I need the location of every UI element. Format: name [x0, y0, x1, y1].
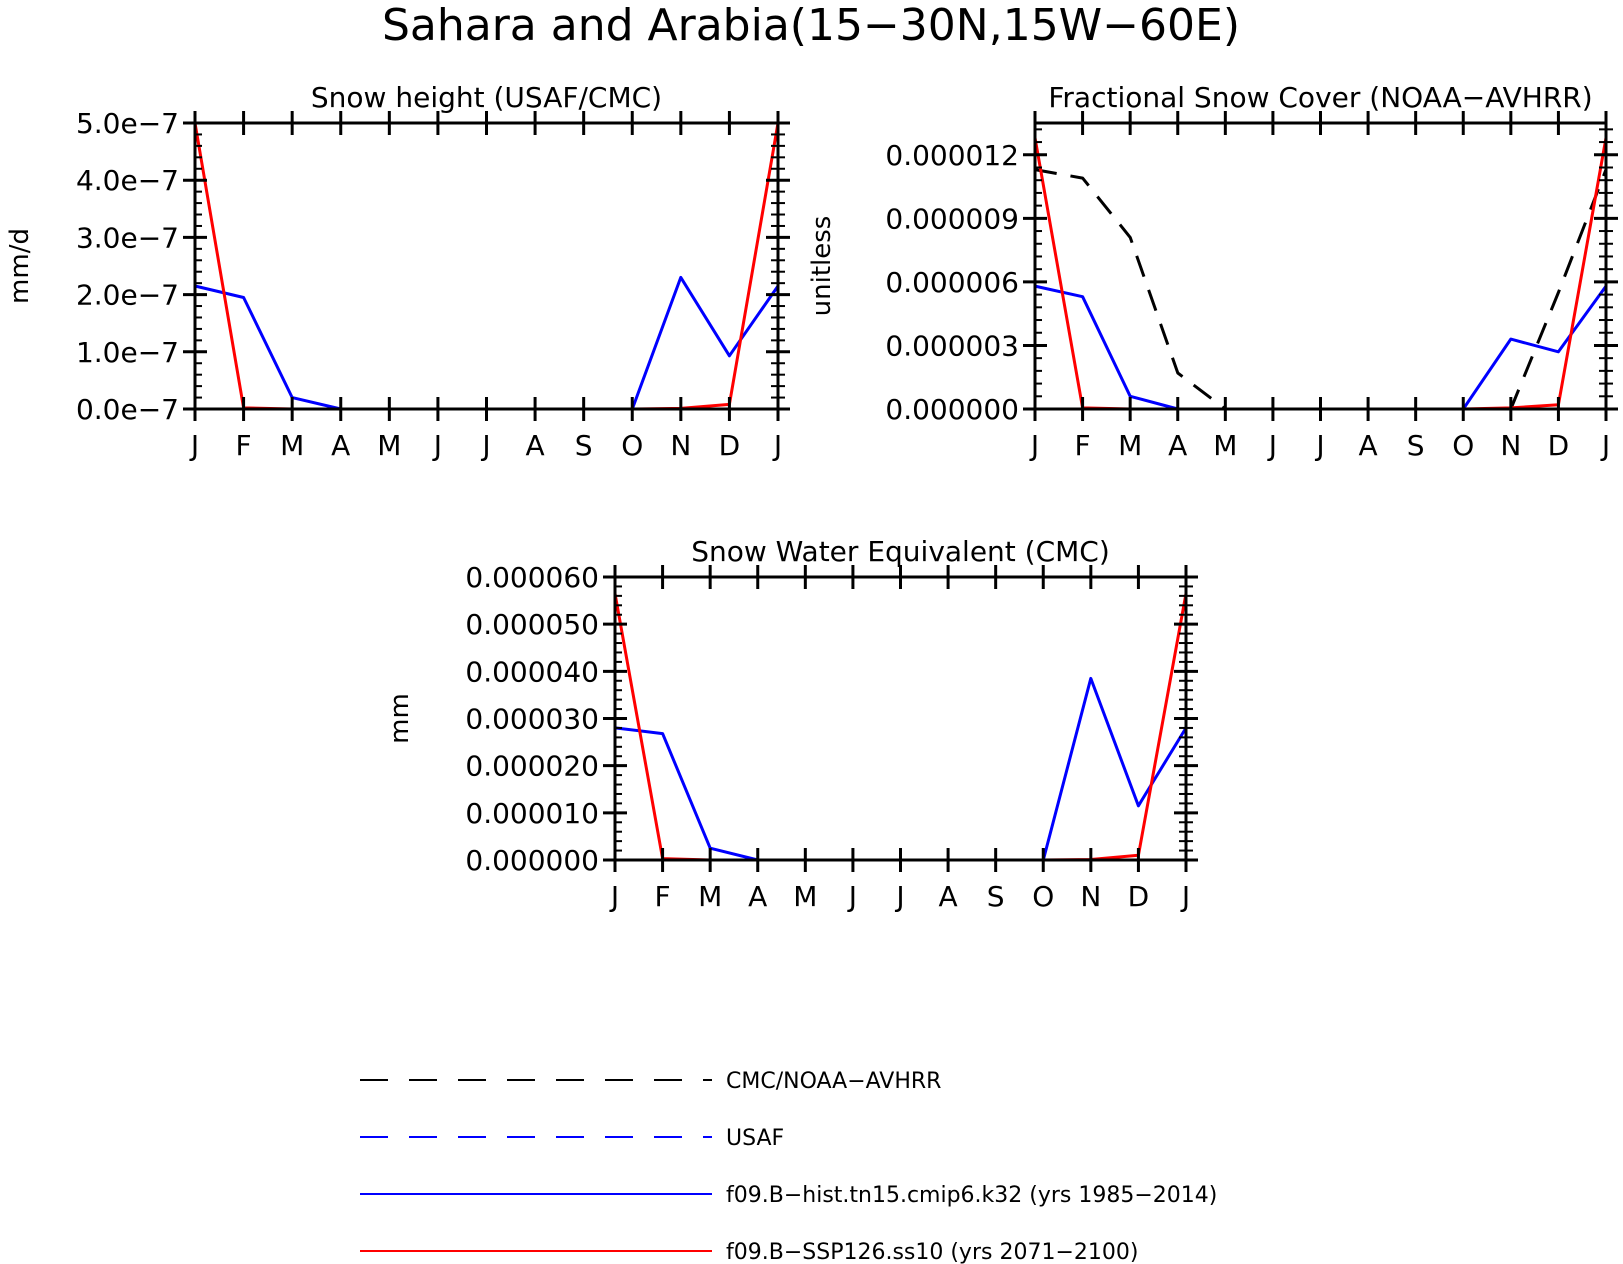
y-tick-label: 4.0e−7 [76, 164, 179, 197]
x-tick-label: J [432, 429, 442, 462]
y-tick-label: 3.0e−7 [76, 221, 179, 254]
legend-label-ssp: f09.B−SSP126.ss10 (yrs 2071−2100) [726, 1240, 1138, 1264]
series-line-hist [614, 676, 1188, 862]
plot-frame [193, 121, 780, 411]
y-tick-label: 0.000000 [465, 844, 599, 877]
x-tick-label: J [189, 429, 199, 462]
y-tick-label: 0.000003 [885, 329, 1019, 362]
x-tick-label: O [621, 429, 643, 462]
y-tick-label: 1.0e−7 [76, 336, 179, 369]
chart-title: Snow height (USAF/CMC) [311, 81, 662, 114]
y-tick-label: 0.0e−7 [76, 393, 179, 426]
y-axis-label: mm [385, 693, 415, 744]
series-line-ssp [613, 593, 1188, 862]
x-tick-label: J [894, 880, 904, 913]
y-tick-label: 0.000012 [885, 139, 1019, 172]
x-tick-label: J [1600, 429, 1610, 462]
x-tick-label: S [1407, 429, 1425, 462]
series-line-ssp [1033, 137, 1608, 411]
y-tick-label: 0.000060 [465, 561, 599, 594]
plot-frame [1033, 121, 1608, 411]
x-tick-label: A [331, 429, 350, 462]
x-tick-label: S [987, 880, 1005, 913]
y-axis-label: unitless [807, 216, 837, 317]
x-tick-label: J [1267, 429, 1277, 462]
y-tick-label: 0.000050 [465, 608, 599, 641]
x-tick-label: J [1314, 429, 1324, 462]
legend-label-hist: f09.B−hist.tn15.cmip6.k32 (yrs 1985−2014… [726, 1183, 1217, 1208]
x-tick-label: A [1168, 429, 1187, 462]
y-tick-label: 5.0e−7 [76, 107, 179, 140]
x-tick-label: A [939, 880, 958, 913]
series-line-ssp [193, 122, 780, 411]
x-tick-label: F [1075, 429, 1091, 462]
chart-snow-height: Snow height (USAF/CMC)mm/dJ F M A M J J A S O N D J0… [5, 81, 790, 462]
chart-snow-water-equivalent: Snow Water Equivalent (CMC)mmJ F M A M J J A S O N… [385, 535, 1198, 913]
plot-frame [613, 575, 1188, 862]
x-tick-label: J [480, 429, 490, 462]
x-tick-label: M [377, 429, 401, 462]
page-title: Sahara and Arabia(15−30N,15W−60E) [382, 0, 1240, 51]
y-tick-label: 0.000006 [885, 266, 1019, 299]
x-tick-label: J [847, 880, 857, 913]
x-tick-label: J [1180, 880, 1190, 913]
x-tick-label: N [1080, 880, 1101, 913]
x-tick-label: D [1548, 429, 1570, 462]
x-tick-label: A [1359, 429, 1378, 462]
chart-title: Snow Water Equivalent (CMC) [691, 535, 1110, 568]
x-tick-label: J [609, 880, 619, 913]
y-tick-label: 2.0e−7 [76, 279, 179, 312]
x-tick-label: A [526, 429, 545, 462]
x-tick-label: F [236, 429, 252, 462]
y-tick-label: 0.000030 [465, 703, 599, 736]
x-tick-label: A [748, 880, 767, 913]
x-tick-label: F [655, 880, 671, 913]
x-tick-label: O [1452, 429, 1474, 462]
x-tick-label: M [698, 880, 722, 913]
chart-fractional-snow-cover: Fractional Snow Cover (NOAA−AVHRR) unitle… [807, 81, 1618, 462]
y-tick-label: 0.000020 [465, 750, 599, 783]
series-line-hist [1034, 284, 1608, 411]
chart-title: Fractional Snow Cover (NOAA−AVHRR) [1048, 81, 1592, 114]
y-axis-label: mm/d [5, 228, 35, 304]
x-tick-label: M [280, 429, 304, 462]
y-tick-label: 0.000040 [465, 655, 599, 688]
x-tick-label: J [772, 429, 782, 462]
y-tick-label: 0.000010 [465, 797, 599, 830]
legend-label-obs_usaf: USAF [726, 1126, 784, 1151]
x-tick-label: N [1500, 429, 1521, 462]
x-tick-label: M [1118, 429, 1142, 462]
x-tick-label: D [719, 429, 741, 462]
x-tick-label: J [1029, 429, 1039, 462]
series-line-hist [194, 275, 780, 411]
x-tick-label: O [1032, 880, 1054, 913]
legend-label-obs_cmc: CMC/NOAA−AVHRR [726, 1069, 941, 1094]
y-tick-label: 0.000000 [885, 393, 1019, 426]
x-tick-label: M [793, 880, 817, 913]
y-tick-label: 0.000009 [885, 202, 1019, 235]
legend: CMC/NOAA−AVHRR USAF f09.B−hist.tn15.cmip6.… [360, 1069, 1217, 1264]
x-tick-label: S [575, 429, 593, 462]
x-tick-label: M [1213, 429, 1237, 462]
x-tick-label: D [1128, 880, 1150, 913]
x-tick-label: N [670, 429, 691, 462]
